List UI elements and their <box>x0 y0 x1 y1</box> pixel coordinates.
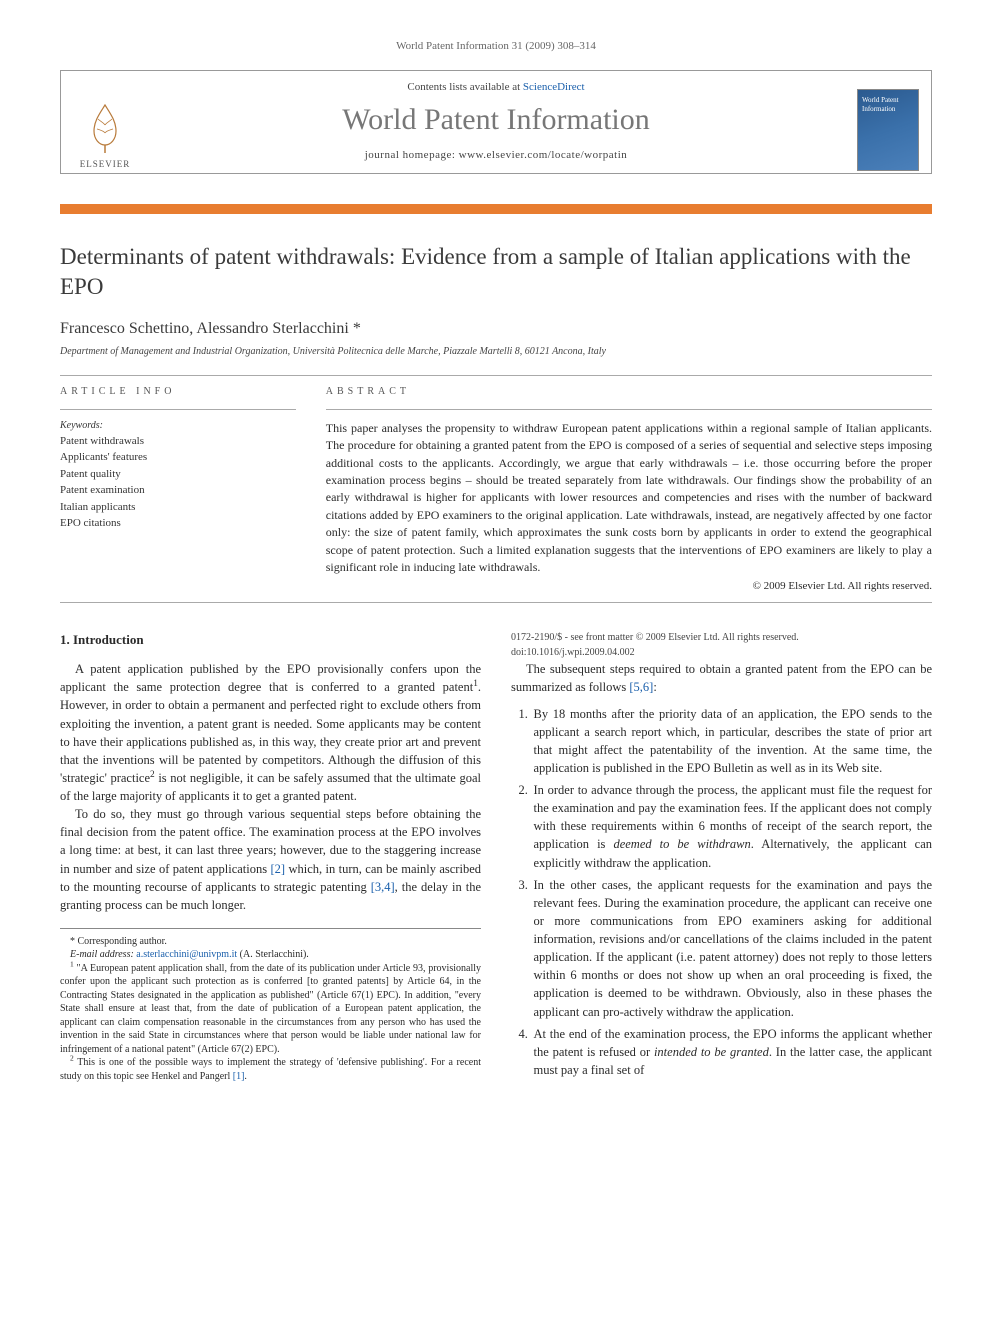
sciencedirect-link[interactable]: ScienceDirect <box>523 81 585 93</box>
keyword: EPO citations <box>60 515 296 532</box>
text-run: In order to advance through the process,… <box>534 783 933 870</box>
email-link[interactable]: a.sterlacchini@univpm.it <box>136 949 237 960</box>
journal-cover-thumbnail: World Patent Information <box>857 89 919 171</box>
divider <box>326 409 932 410</box>
divider <box>60 375 932 376</box>
abstract-text: This paper analyses the propensity to wi… <box>326 420 932 577</box>
keyword: Patent withdrawals <box>60 433 296 450</box>
text-run: This is one of the possible ways to impl… <box>60 1057 481 1082</box>
article-info-column: ARTICLE INFO Keywords: Patent withdrawal… <box>60 386 296 593</box>
list-item: In order to advance through the process,… <box>531 781 932 872</box>
text-run: "A European patent application shall, fr… <box>60 963 481 1055</box>
text-run: At the end of the examination process, t… <box>534 1027 933 1077</box>
article-info-label: ARTICLE INFO <box>60 386 296 397</box>
doi-line: doi:10.1016/j.wpi.2009.04.002 <box>511 646 932 661</box>
footnote-2: 2 This is one of the possible ways to im… <box>60 1056 481 1083</box>
divider <box>60 409 296 410</box>
list-item: At the end of the examination process, t… <box>531 1025 932 1079</box>
publisher-name: ELSEVIER <box>73 159 137 169</box>
text-run: . However, in order to obtain a permanen… <box>60 680 481 785</box>
affiliation: Department of Management and Industrial … <box>60 346 932 357</box>
citation-link[interactable]: [5,6] <box>629 680 653 694</box>
citation-link[interactable]: [1] <box>233 1071 245 1082</box>
list-item: By 18 months after the priority data of … <box>531 705 932 778</box>
text-run: (A. Sterlacchini). <box>237 949 309 960</box>
keyword: Applicants' features <box>60 449 296 466</box>
text-run: . <box>244 1071 247 1082</box>
section-heading: 1. Introduction <box>60 631 481 650</box>
journal-homepage: journal homepage: www.elsevier.com/locat… <box>61 149 931 173</box>
authors: Francesco Schettino, Alessandro Sterlacc… <box>60 320 932 338</box>
body-paragraph: To do so, they must go through various s… <box>60 805 481 914</box>
citation-link[interactable]: [3,4] <box>371 880 395 894</box>
email-line: E-mail address: a.sterlacchini@univpm.it… <box>60 948 481 962</box>
list-item: In the other cases, the applicant reques… <box>531 876 932 1021</box>
tree-icon <box>80 101 130 157</box>
cover-title: World Patent Information <box>858 90 918 120</box>
footnotes-block: * Corresponding author. E-mail address: … <box>60 928 481 1084</box>
homepage-url: www.elsevier.com/locate/worpatin <box>459 149 628 161</box>
keyword: Patent examination <box>60 482 296 499</box>
text-run: The subsequent steps required to obtain … <box>511 662 932 694</box>
numbered-steps: By 18 months after the priority data of … <box>511 705 932 1080</box>
keyword: Patent quality <box>60 466 296 483</box>
issn-line: 0172-2190/$ - see front matter © 2009 El… <box>511 631 932 646</box>
contents-prefix: Contents lists available at <box>407 81 522 93</box>
abstract-copyright: © 2009 Elsevier Ltd. All rights reserved… <box>326 580 932 592</box>
text-run: : <box>653 680 656 694</box>
keyword: Italian applicants <box>60 499 296 516</box>
publisher-logo: ELSEVIER <box>73 101 137 175</box>
article-title: Determinants of patent withdrawals: Evid… <box>60 242 932 302</box>
accent-bar <box>60 204 932 214</box>
divider <box>60 602 932 603</box>
abstract-label: ABSTRACT <box>326 386 932 397</box>
doi-block: 0172-2190/$ - see front matter © 2009 El… <box>511 631 932 660</box>
footnote-1: 1 "A European patent application shall, … <box>60 962 481 1057</box>
homepage-prefix: journal homepage: <box>365 149 459 161</box>
contents-line: Contents lists available at ScienceDirec… <box>61 71 931 97</box>
body-two-column: 1. Introduction A patent application pub… <box>60 631 932 1088</box>
body-paragraph: The subsequent steps required to obtain … <box>511 660 932 696</box>
journal-name: World Patent Information <box>61 97 931 149</box>
running-header: World Patent Information 31 (2009) 308–3… <box>60 40 932 52</box>
keywords-label: Keywords: <box>60 420 296 431</box>
journal-header-box: ELSEVIER World Patent Information Conten… <box>60 70 932 174</box>
corresponding-author: * Corresponding author. <box>60 935 481 949</box>
email-label: E-mail address: <box>70 949 136 960</box>
citation-link[interactable]: [2] <box>271 862 286 876</box>
body-paragraph: A patent application published by the EP… <box>60 660 481 805</box>
abstract-column: ABSTRACT This paper analyses the propens… <box>326 386 932 593</box>
text-run: A patent application published by the EP… <box>60 662 481 694</box>
